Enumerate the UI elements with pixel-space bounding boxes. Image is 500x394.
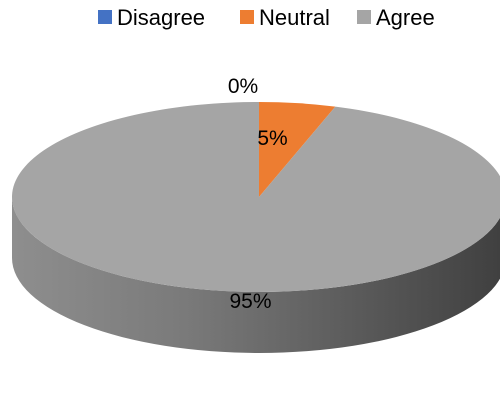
pie-side-wall [12,197,500,353]
legend-swatch-agree [357,10,371,24]
pie [12,102,500,353]
data-label-agree: 95% [229,290,271,313]
legend-label-neutral: Neutral [259,5,330,30]
legend: Disagree Neutral Agree [98,5,435,30]
data-labels: 0% 5% 95% [228,75,288,313]
legend-label-disagree: Disagree [117,5,205,30]
legend-swatch-neutral [240,10,254,24]
legend-label-agree: Agree [376,5,435,30]
pie-slice-neutral [259,102,336,197]
legend-swatch-disagree [98,10,112,24]
data-label-disagree: 0% [228,75,258,98]
pie-slice-agree [12,102,500,292]
data-label-neutral: 5% [257,127,287,150]
